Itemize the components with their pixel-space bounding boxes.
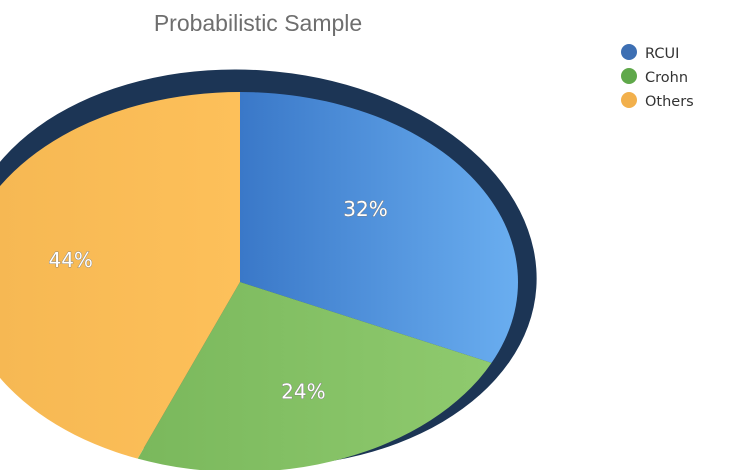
legend-marker-others: [621, 92, 637, 108]
legend-item-rcui[interactable]: RCUI: [621, 44, 679, 62]
pie-data-labels: 32% 24% 44%: [48, 196, 388, 404]
data-label-rcui: 32%: [343, 197, 387, 221]
data-label-crohn: 24%: [281, 380, 325, 404]
legend-item-crohn[interactable]: Crohn: [621, 68, 688, 86]
legend-marker-rcui: [621, 44, 637, 60]
legend-label-rcui: RCUI: [645, 46, 679, 62]
pie-slices: [0, 92, 518, 470]
legend-label-crohn: Crohn: [645, 70, 688, 86]
legend-marker-crohn: [621, 68, 637, 84]
pie-slice-crohn[interactable]: [137, 282, 492, 470]
pie-slice-rcui[interactable]: [240, 92, 518, 363]
legend-label-others: Others: [645, 94, 694, 110]
data-label-others: 44%: [48, 248, 92, 272]
legend: RCUI Crohn Others: [621, 44, 694, 110]
chart-title: Probabilistic Sample: [154, 10, 362, 36]
pie-slice-others[interactable]: [0, 92, 240, 459]
legend-item-others[interactable]: Others: [621, 92, 694, 110]
